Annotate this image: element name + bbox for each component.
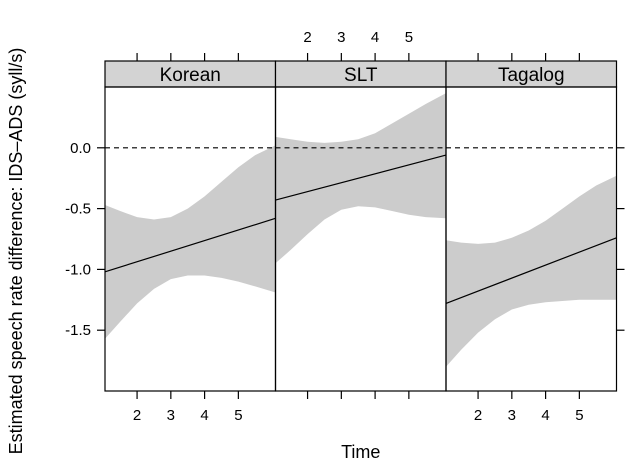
x-tick-label: 5 — [405, 29, 413, 46]
confidence-band-korean — [105, 145, 276, 339]
y-axis-title: Estimated speech rate difference: IDS–AD… — [6, 48, 26, 455]
strip-label-korean: Korean — [160, 65, 221, 86]
strip-label-slt: SLT — [344, 65, 378, 86]
y-tick-label: -1.0 — [65, 261, 91, 278]
x-tick-label: 4 — [371, 29, 379, 46]
x-tick-label: 5 — [575, 407, 583, 424]
strip-slt — [274, 60, 447, 88]
strip-tagalog — [445, 60, 618, 88]
fit-line-korean — [104, 217, 276, 273]
x-tick-label: 2 — [474, 407, 482, 424]
x-tick-label: 2 — [303, 29, 311, 46]
strip-label-tagalog: Tagalog — [498, 65, 565, 86]
x-axis-title: Time — [341, 442, 380, 462]
panel-border-tagalog — [445, 86, 618, 392]
y-tick-label: 0.0 — [70, 140, 91, 157]
x-tick-label: 3 — [508, 407, 516, 424]
fit-line-tagalog — [445, 237, 617, 305]
y-tick-label: -1.5 — [65, 322, 91, 339]
x-tick-label: 5 — [234, 407, 242, 424]
x-tick-label: 3 — [167, 407, 175, 424]
x-tick-label: 4 — [200, 407, 208, 424]
fit-line-slt — [275, 154, 447, 201]
x-tick-label: 4 — [541, 407, 549, 424]
x-tick-label: 2 — [133, 407, 141, 424]
y-tick-label: -0.5 — [65, 201, 91, 218]
x-tick-label: 3 — [337, 29, 345, 46]
